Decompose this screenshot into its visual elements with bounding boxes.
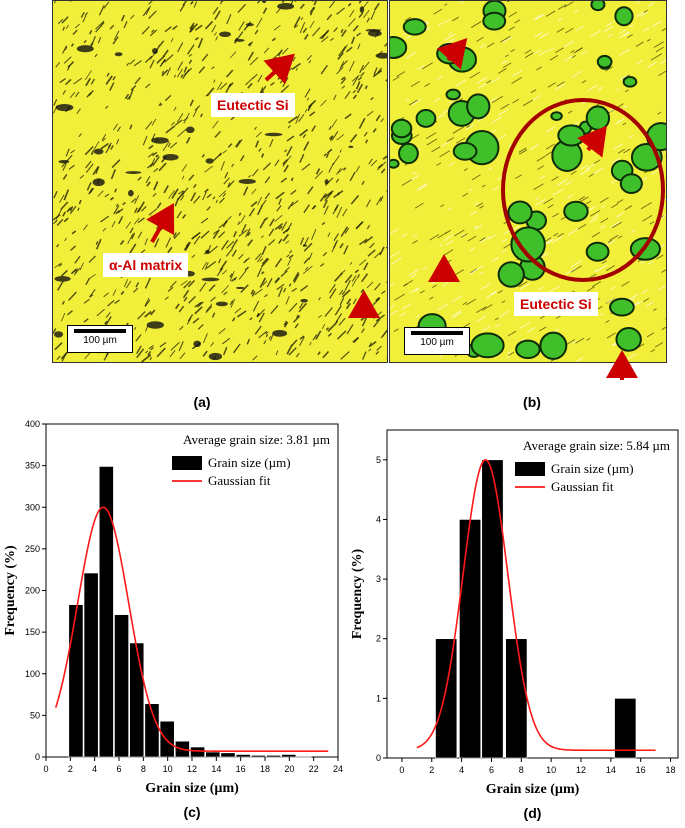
caption-a: (a) bbox=[193, 394, 211, 410]
x-tick-label: 12 bbox=[187, 764, 197, 774]
scale-bar-line bbox=[411, 331, 463, 335]
histogram-bar bbox=[251, 755, 266, 758]
y-tick-label: 0 bbox=[376, 753, 381, 763]
y-tick-label: 400 bbox=[25, 419, 40, 429]
x-tick-label: 4 bbox=[92, 764, 97, 774]
scale-bar-label: 100 µm bbox=[83, 335, 117, 346]
micrograph-b: Eutectic Si 100 µm bbox=[389, 0, 667, 363]
x-tick-label: 14 bbox=[606, 765, 616, 775]
y-axis-label: Frequency (%) bbox=[350, 548, 365, 639]
histogram-bar bbox=[614, 698, 637, 759]
label-alpha-al-matrix: α-Al matrix bbox=[103, 253, 189, 277]
scale-bar-b: 100 µm bbox=[404, 327, 470, 355]
x-tick-label: 8 bbox=[141, 764, 146, 774]
histogram-bar bbox=[159, 720, 175, 758]
x-tick-label: 6 bbox=[116, 764, 121, 774]
histogram-chart-c: 0 2 4 6 8 10 12 14 16 18 20 22 240501001502002503003… bbox=[3, 419, 343, 820]
scale-bar-line bbox=[74, 329, 126, 333]
histogram-bar bbox=[205, 751, 221, 758]
y-tick-label: 350 bbox=[25, 461, 40, 471]
histogram-bar bbox=[266, 755, 282, 758]
x-tick-label: 2 bbox=[429, 765, 434, 775]
y-tick-label: 1 bbox=[376, 693, 381, 703]
x-tick-label: 6 bbox=[489, 765, 494, 775]
histogram-bar bbox=[435, 638, 458, 759]
x-tick-label: 16 bbox=[636, 765, 646, 775]
legend-swatch-bar bbox=[515, 462, 545, 476]
y-tick-label: 4 bbox=[376, 514, 381, 524]
y-tick-label: 250 bbox=[25, 544, 40, 554]
average-grain-size-annotation: Average grain size: 5.84 µm bbox=[523, 438, 670, 453]
legend-label: Grain size (µm) bbox=[551, 461, 634, 476]
x-tick-label: 8 bbox=[519, 765, 524, 775]
histogram-bar bbox=[296, 755, 312, 758]
histogram-bar bbox=[68, 604, 84, 758]
x-tick-label: 18 bbox=[666, 765, 676, 775]
histogram-bar bbox=[98, 466, 114, 758]
histogram-bar bbox=[129, 642, 145, 758]
y-tick-label: 150 bbox=[25, 627, 40, 637]
x-tick-label: 16 bbox=[236, 764, 246, 774]
x-tick-label: 18 bbox=[260, 764, 270, 774]
histogram-bar bbox=[459, 519, 482, 759]
label-eutectic-si-a: Eutectic Si bbox=[211, 93, 295, 117]
chart-caption: (d) bbox=[524, 805, 542, 821]
histogram-bar bbox=[235, 754, 251, 758]
caption-b: (b) bbox=[523, 394, 541, 410]
legend-label: Gaussian fit bbox=[208, 473, 271, 488]
x-tick-label: 0 bbox=[43, 764, 48, 774]
y-tick-label: 3 bbox=[376, 574, 381, 584]
x-axis-label: Grain size (µm) bbox=[145, 781, 239, 796]
chart-caption: (c) bbox=[183, 804, 200, 820]
y-tick-label: 50 bbox=[30, 710, 40, 720]
histogram-bar bbox=[190, 746, 205, 758]
legend: Grain size (µm) Gaussian fit bbox=[172, 455, 291, 488]
x-tick-label: 10 bbox=[163, 764, 173, 774]
micrograph-a: Eutectic Si α-Al matrix 100 µm bbox=[52, 0, 388, 363]
x-tick-label: 20 bbox=[284, 764, 294, 774]
histogram-bar bbox=[281, 754, 297, 758]
x-tick-label: 0 bbox=[399, 765, 404, 775]
x-tick-label: 22 bbox=[309, 764, 319, 774]
legend: Grain size (µm) Gaussian fit bbox=[515, 461, 634, 494]
legend-label: Gaussian fit bbox=[551, 479, 614, 494]
gaussian-fit-line bbox=[54, 506, 329, 752]
legend-swatch-bar bbox=[172, 456, 202, 470]
x-tick-label: 4 bbox=[459, 765, 464, 775]
x-tick-label: 24 bbox=[333, 764, 343, 774]
scale-bar-a: 100 µm bbox=[67, 325, 133, 353]
y-tick-label: 2 bbox=[376, 634, 381, 644]
y-tick-label: 5 bbox=[376, 455, 381, 465]
y-tick-label: 0 bbox=[35, 752, 40, 762]
x-tick-label: 2 bbox=[68, 764, 73, 774]
histogram-bar bbox=[505, 638, 528, 759]
legend-label: Grain size (µm) bbox=[208, 455, 291, 470]
gaussian-fit-line bbox=[416, 459, 656, 752]
x-tick-label: 12 bbox=[576, 765, 586, 775]
micrograph-a-texture bbox=[53, 1, 387, 362]
average-grain-size-annotation: Average grain size: 3.81 µm bbox=[183, 432, 330, 447]
histogram-bar bbox=[114, 614, 129, 758]
y-tick-label: 300 bbox=[25, 502, 40, 512]
histogram-bar bbox=[83, 572, 99, 758]
histogram-bar bbox=[481, 459, 504, 759]
histogram-bar bbox=[220, 752, 236, 758]
plot-frame bbox=[386, 429, 679, 759]
y-tick-label: 200 bbox=[25, 586, 40, 596]
y-tick-label: 100 bbox=[25, 669, 40, 679]
x-tick-label: 10 bbox=[546, 765, 556, 775]
y-axis-label: Frequency (%) bbox=[3, 545, 18, 636]
scale-bar-label: 100 µm bbox=[420, 337, 454, 348]
label-eutectic-si-b: Eutectic Si bbox=[514, 292, 598, 316]
x-tick-label: 14 bbox=[211, 764, 221, 774]
x-axis-label: Grain size (µm) bbox=[486, 782, 580, 797]
